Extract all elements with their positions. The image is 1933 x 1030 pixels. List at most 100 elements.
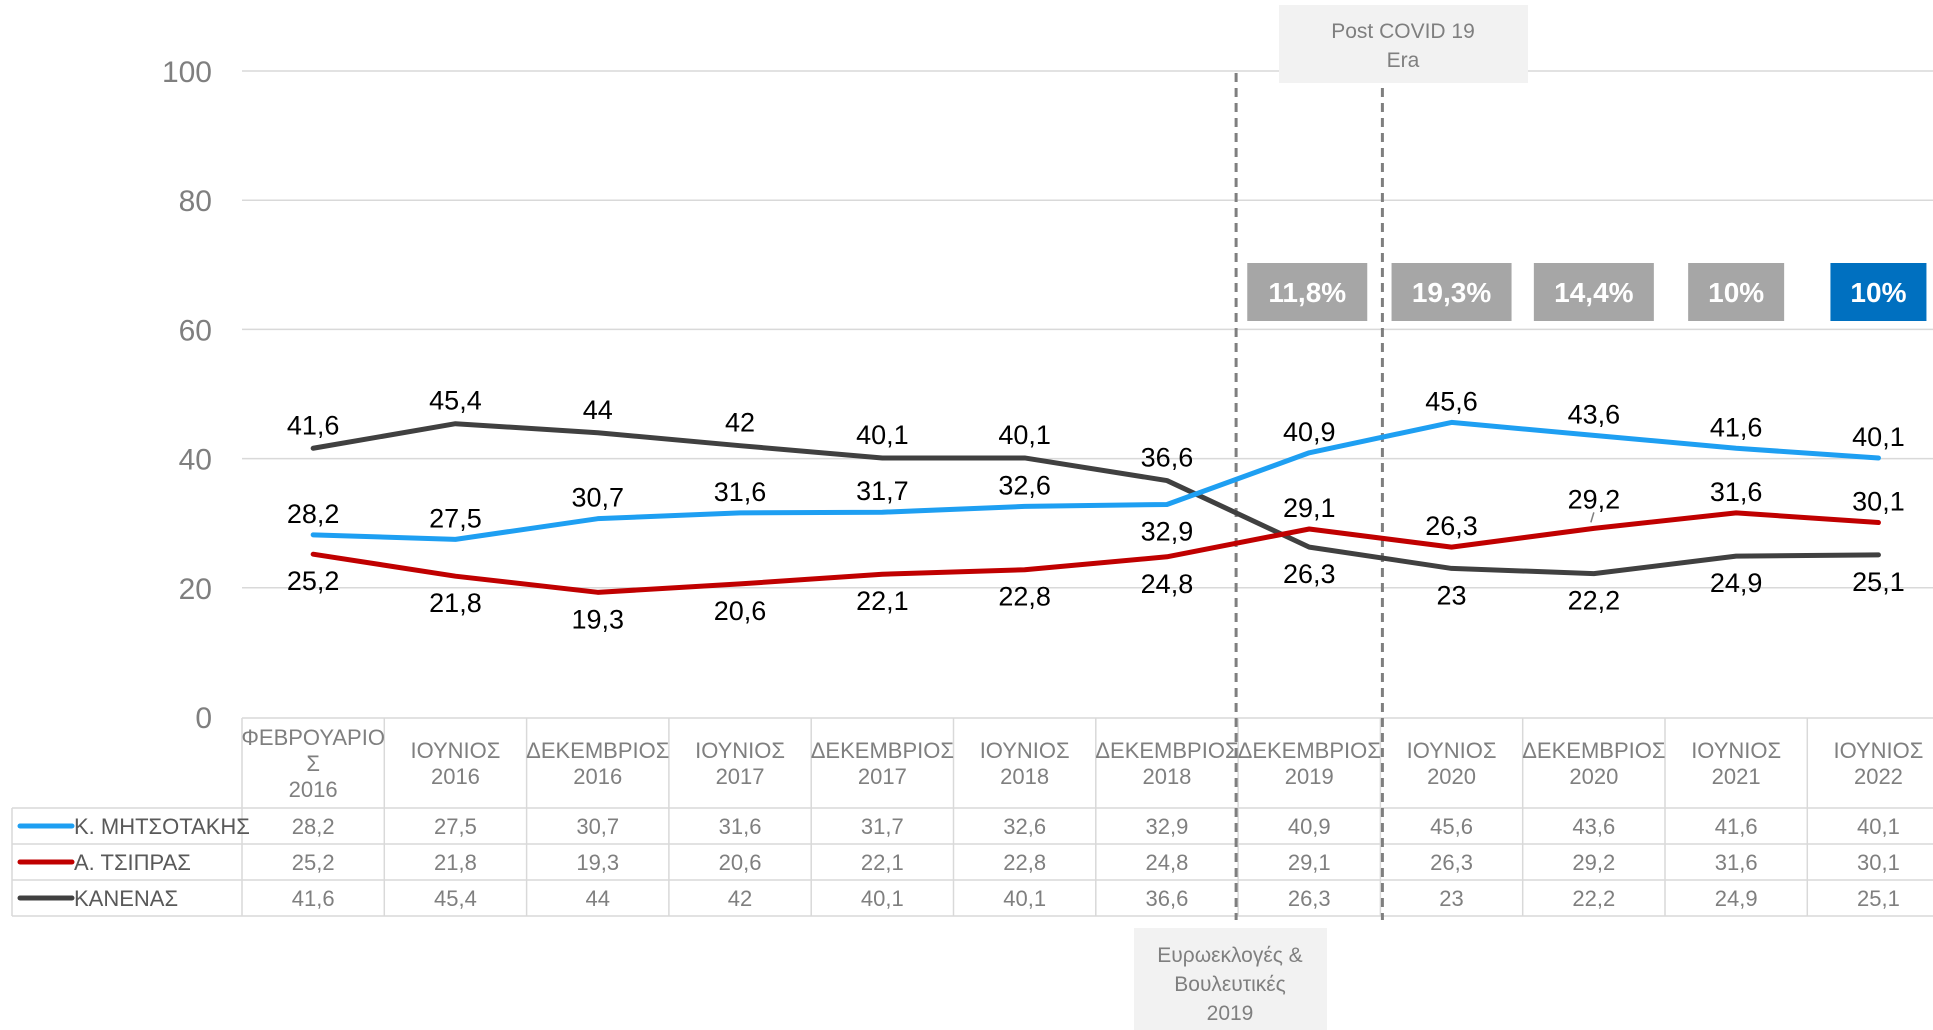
table-cell: 26,3 [1288, 886, 1331, 911]
x-tick-label: ΦΕΒΡΟΥΑΡΙΟ [241, 725, 385, 750]
data-label: 40,1 [998, 420, 1051, 450]
table-cell: 27,5 [434, 814, 477, 839]
data-label: 40,1 [1852, 422, 1905, 452]
table-cell: 19,3 [576, 850, 619, 875]
x-tick-label: 2020 [1569, 764, 1618, 789]
table-cell: 24,9 [1715, 886, 1758, 911]
data-label: 25,2 [287, 566, 340, 596]
data-label: 24,8 [1141, 569, 1194, 599]
annotation-box [1279, 5, 1528, 83]
x-tick-label: ΙΟΥΝΙΟΣ [1691, 738, 1781, 763]
data-label: 29,1 [1283, 493, 1336, 523]
table-cell: 31,6 [719, 814, 762, 839]
table-cell: 41,6 [1715, 814, 1758, 839]
x-tick-label: 2016 [573, 764, 622, 789]
table-cell: 29,1 [1288, 850, 1331, 875]
series-line [310, 510, 1881, 595]
table-cell: 43,6 [1572, 814, 1615, 839]
x-tick-label: ΙΟΥΝΙΟΣ [980, 738, 1070, 763]
data-table: ΦΕΒΡΟΥΑΡΙΟΣ2016ΙΟΥΝΙΟΣ2016ΔΕΚΕΜΒΡΙΟΣ2016… [11, 717, 1933, 917]
x-tick-label: 2021 [1712, 764, 1761, 789]
data-label: 22,1 [856, 586, 909, 616]
series-line [310, 421, 1881, 577]
x-tick-label: 2016 [289, 777, 338, 802]
data-label: 26,3 [1425, 511, 1478, 541]
annotation-box [1134, 928, 1327, 1030]
data-label: 44 [583, 395, 613, 425]
gap-box-label: 14,4% [1554, 277, 1633, 308]
table-cell: 25,1 [1857, 886, 1900, 911]
table-cell: 28,2 [292, 814, 335, 839]
data-label: 22,2 [1568, 586, 1621, 616]
table-cell: 22,8 [1003, 850, 1046, 875]
gap-box-label: 10% [1708, 277, 1764, 308]
table-cell: 29,2 [1572, 850, 1615, 875]
table-cell: 30,7 [576, 814, 619, 839]
data-label: 23 [1437, 580, 1467, 610]
table-cell: 40,1 [1003, 886, 1046, 911]
y-tick-label: 0 [195, 702, 212, 735]
data-label: 30,1 [1852, 487, 1905, 517]
table-cell: 45,4 [434, 886, 477, 911]
table-cell: 24,8 [1146, 850, 1189, 875]
x-tick-label: 2020 [1427, 764, 1476, 789]
table-cell: 22,1 [861, 850, 904, 875]
annotation-text: Era [1387, 49, 1420, 72]
data-label: 21,8 [429, 588, 482, 618]
table-cell: 26,3 [1430, 850, 1473, 875]
table-cell: 36,6 [1146, 886, 1189, 911]
gap-box [1688, 263, 1785, 321]
table-cell: 30,1 [1857, 850, 1900, 875]
table-cell: 45,6 [1430, 814, 1473, 839]
data-label: 32,9 [1141, 516, 1194, 546]
data-label: 31,6 [1710, 477, 1763, 507]
data-label: 22,8 [998, 582, 1051, 612]
data-label: 31,7 [856, 476, 909, 506]
x-tick-label: 2022 [1854, 764, 1903, 789]
table-cell: 31,7 [861, 814, 904, 839]
table-cell: 25,2 [292, 850, 335, 875]
table-cell: 40,1 [1857, 814, 1900, 839]
data-label: 19,3 [571, 604, 624, 634]
y-axis-ticks: 0 20 40 60 80 100 [162, 56, 212, 735]
x-tick-label: ΙΟΥΝΙΟΣ [1833, 738, 1923, 763]
annotation-text: Βουλευτικές [1174, 973, 1285, 996]
data-label: 41,6 [287, 410, 340, 440]
gap-boxes: 11,8% 19,3% 14,4% 10% 10% [1247, 263, 1927, 321]
annotation-text: 2019 [1207, 1002, 1254, 1025]
x-tick-label: ΔΕΚΕΜΒΡΙΟΣ [1522, 738, 1665, 763]
data-label: 32,6 [998, 470, 1051, 500]
data-label: 24,9 [1710, 568, 1763, 598]
x-tick-label: ΔΕΚΕΜΒΡΙΟΣ [1095, 738, 1238, 763]
x-tick-label: ΙΟΥΝΙΟΣ [695, 738, 785, 763]
data-label: 29,2 [1568, 484, 1621, 514]
data-label: 30,7 [571, 483, 624, 513]
annotation-text: Ευρωεκλογές & [1157, 944, 1302, 967]
data-label: 40,1 [856, 420, 909, 450]
table-cell: 32,6 [1003, 814, 1046, 839]
data-labels: 28,2 27,5 30,7 31,6 31,7 32,6 32,9 40,9 45,6 43,6… [287, 386, 1905, 635]
annotations: Post COVID 19 Era Ευρωεκλογές & Βουλευτικές… [1134, 5, 1528, 1030]
table-cell: 21,8 [434, 850, 477, 875]
grid-lines [242, 70, 1933, 589]
x-tick-label: 2017 [716, 764, 765, 789]
gap-box-label: 11,8% [1268, 277, 1346, 308]
legend-label: Α. ΤΣΙΠΡΑΣ [74, 850, 191, 875]
table-cell: 40,1 [861, 886, 904, 911]
data-label: 25,1 [1852, 567, 1905, 597]
data-label: 26,3 [1283, 559, 1336, 589]
series-lines [310, 419, 1881, 595]
data-label: 45,4 [429, 386, 482, 416]
x-tick-label: 2016 [431, 764, 480, 789]
gap-box-label: 10% [1850, 277, 1906, 308]
y-tick-label: 80 [179, 185, 212, 218]
table-cell: 41,6 [292, 886, 335, 911]
table-cell: 42 [728, 886, 752, 911]
data-label: 43,6 [1568, 399, 1621, 429]
table-cell: 31,6 [1715, 850, 1758, 875]
x-tick-label: 2019 [1285, 764, 1334, 789]
x-tick-label: ΙΟΥΝΙΟΣ [410, 738, 500, 763]
data-label: 45,6 [1425, 386, 1478, 416]
y-tick-label: 60 [179, 314, 212, 347]
x-tick-label: ΔΕΚΕΜΒΡΙΟΣ [526, 738, 669, 763]
